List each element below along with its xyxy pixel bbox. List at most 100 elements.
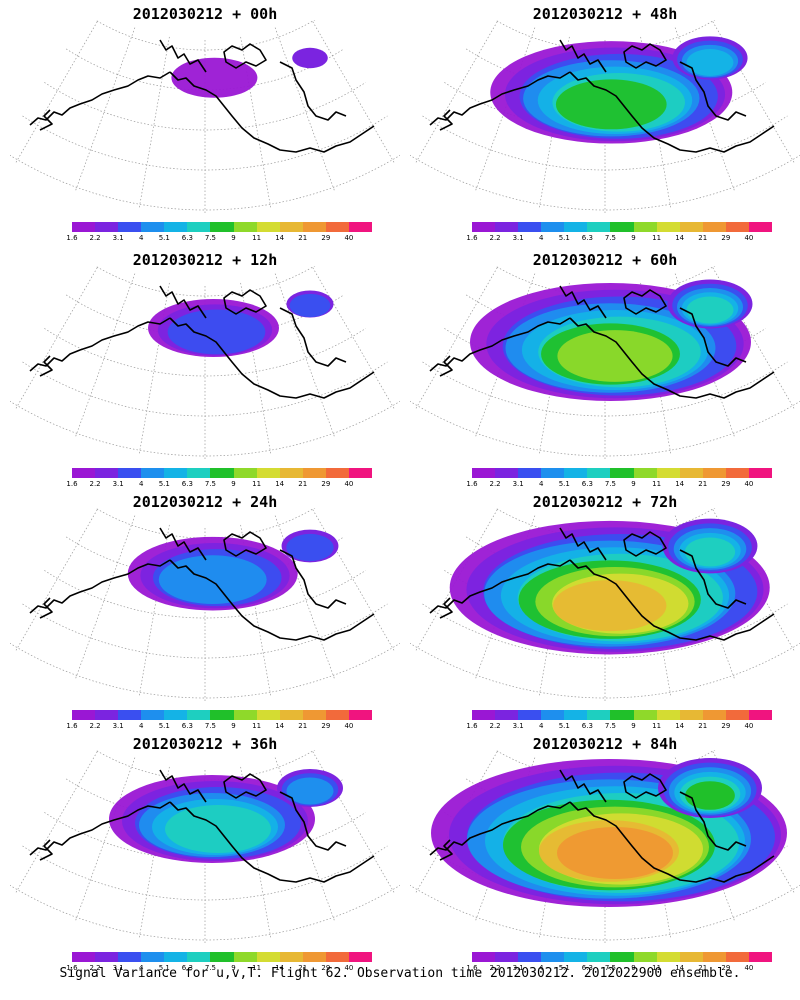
colorbar-label: 5.1 xyxy=(558,964,570,972)
colorbar-swatch xyxy=(725,222,749,232)
colorbar-swatch xyxy=(472,710,496,720)
colorbar-label: 14 xyxy=(275,480,285,488)
colorbar-label: 1.6 xyxy=(66,480,78,488)
colorbar-label: 7.5 xyxy=(204,722,217,730)
colorbar-swatch xyxy=(302,710,326,720)
colorbar-swatch xyxy=(472,952,496,962)
colorbar-swatch xyxy=(233,710,257,720)
colorbar-swatch xyxy=(210,222,234,232)
colorbar-swatch xyxy=(256,710,280,720)
colorbar-label: 1.6 xyxy=(66,234,78,242)
variance-field xyxy=(127,536,298,611)
colorbar-swatch xyxy=(702,222,726,232)
colorbar-swatch xyxy=(633,222,657,232)
colorbar-label: 29 xyxy=(321,234,331,242)
colorbar-label: 29 xyxy=(721,480,731,488)
colorbar-label: 11 xyxy=(652,722,662,730)
colorbar-swatch xyxy=(95,222,119,232)
polar-map xyxy=(410,508,800,703)
colorbar-swatch xyxy=(118,222,142,232)
colorbar-swatch xyxy=(587,468,611,478)
colorbar-swatch xyxy=(541,468,565,478)
colorbar-swatch xyxy=(141,710,165,720)
polar-map xyxy=(10,508,400,703)
coastline xyxy=(29,527,375,641)
polar-map xyxy=(410,266,800,461)
colorbar-swatch xyxy=(610,710,634,720)
colorbar-swatch xyxy=(141,222,165,232)
colorbar-label: 6.3 xyxy=(181,234,193,242)
colorbar-swatch xyxy=(325,222,349,232)
colorbar-label: 9 xyxy=(631,234,636,242)
graticule xyxy=(10,20,400,215)
colorbar-label: 2.2 xyxy=(489,234,501,242)
polar-map xyxy=(410,20,800,215)
colorbar-label: 6.3 xyxy=(181,964,193,972)
colorbar-label: 1.6 xyxy=(466,234,478,242)
colorbar-swatch xyxy=(518,468,542,478)
colorbar-swatch xyxy=(279,710,303,720)
colorbar-label: 5.1 xyxy=(158,480,170,488)
colorbar xyxy=(472,468,773,478)
colorbar-label: 1.6 xyxy=(66,722,78,730)
colorbar-swatch xyxy=(95,710,119,720)
forecast-panel: 2012030212 + 36h 1.6 2.2 3.1 4 5.1 6.3 7.5 9 11 14… xyxy=(10,730,400,976)
colorbar-swatch xyxy=(348,222,373,232)
colorbar-label: 9 xyxy=(231,722,236,730)
colorbar-swatch xyxy=(348,710,373,720)
colorbar xyxy=(472,952,773,962)
colorbar-label: 5.1 xyxy=(158,234,170,242)
graticule xyxy=(10,266,400,461)
colorbar-swatch xyxy=(587,710,611,720)
colorbar-swatch xyxy=(256,952,280,962)
colorbar-label: 21 xyxy=(698,964,708,972)
colorbar-label: 4 xyxy=(538,480,544,488)
panel-title: 2012030212 + 24h xyxy=(132,493,278,511)
colorbar-swatch xyxy=(187,710,211,720)
polar-map xyxy=(10,750,400,945)
colorbar-swatch xyxy=(679,710,703,720)
colorbar-label: 21 xyxy=(298,964,308,972)
colorbar-swatch xyxy=(656,468,680,478)
colorbar-swatch xyxy=(656,952,680,962)
colorbar-swatch xyxy=(164,952,188,962)
colorbar-label: 5.1 xyxy=(558,722,570,730)
colorbar-label: 3.1 xyxy=(512,234,524,242)
colorbar-label: 4 xyxy=(538,722,544,730)
colorbar-label: 14 xyxy=(275,234,285,242)
colorbar-label: 29 xyxy=(321,964,331,972)
colorbar-label: 2.2 xyxy=(489,964,501,972)
colorbar-label: 40 xyxy=(344,480,354,488)
variance-blob xyxy=(277,769,343,807)
colorbar-label: 29 xyxy=(721,234,731,242)
colorbar-label: 4 xyxy=(538,964,544,972)
colorbar-label: 6.3 xyxy=(181,722,193,730)
colorbar-swatch xyxy=(233,222,257,232)
colorbar-swatch xyxy=(256,468,280,478)
polar-map xyxy=(10,20,400,215)
colorbar-label: 11 xyxy=(252,234,262,242)
colorbar-label: 9 xyxy=(231,234,236,242)
colorbar-swatch xyxy=(725,952,749,962)
colorbar-label: 11 xyxy=(252,964,262,972)
colorbar-swatch xyxy=(495,952,519,962)
colorbar-label: 4 xyxy=(538,234,544,242)
colorbar-label: 6.3 xyxy=(581,964,593,972)
forecast-panel: 2012030212 + 84h 1.6 2.2 3.1 4 5.1 6.3 7.5 9 11 14… xyxy=(410,730,800,976)
variance-blob xyxy=(658,758,762,818)
colorbar-label: 14 xyxy=(675,480,685,488)
colorbar-label: 21 xyxy=(698,234,708,242)
colorbar xyxy=(72,952,373,962)
panel-title: 2012030212 + 72h xyxy=(532,493,678,511)
colorbar-swatch xyxy=(495,710,519,720)
colorbar-label: 6.3 xyxy=(581,722,593,730)
colorbar-label: 1.6 xyxy=(466,480,478,488)
variance-blob xyxy=(667,279,753,329)
colorbar xyxy=(472,222,773,232)
colorbar-swatch xyxy=(495,468,519,478)
colorbar-label: 5.1 xyxy=(558,234,570,242)
forecast-panel: 2012030212 + 60h 1.6 2.2 3.1 4 5.1 6.3 7.5 9 11 14… xyxy=(410,246,800,492)
colorbar-swatch xyxy=(72,952,96,962)
colorbar-label: 6.3 xyxy=(181,480,193,488)
colorbar-label: 7.5 xyxy=(204,234,217,242)
